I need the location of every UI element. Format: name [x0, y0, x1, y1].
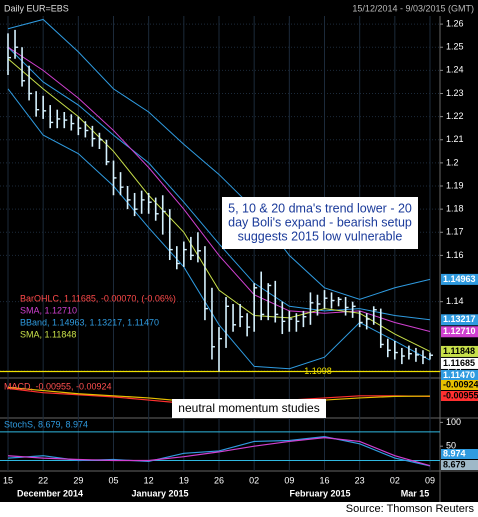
- panel-title: StochS, 8.679, 8.974: [4, 419, 88, 429]
- y-tick-label: 1.23: [446, 88, 464, 98]
- annotation-text: 5, 10 & 20 dma's trend lower - 20: [228, 201, 412, 215]
- price-label: 1.12710: [443, 326, 476, 336]
- y-tick-label: 1.24: [446, 65, 464, 75]
- price-label-box: [441, 357, 478, 369]
- value-label-box: [441, 460, 478, 470]
- x-tick-label: 02: [249, 475, 259, 485]
- y-tick-label: 1.26: [446, 18, 464, 28]
- y-tick-label: 1.17: [446, 227, 464, 237]
- stoch-line: [7, 436, 431, 467]
- value-label-box: [441, 380, 478, 390]
- bollinger-band: [7, 46, 431, 321]
- support-label: 1.1098: [304, 366, 332, 376]
- y-tick-label: 1.21: [446, 134, 464, 144]
- price-label-box: [441, 273, 478, 285]
- value-label: -0.00924: [443, 379, 478, 389]
- annotation-text: day Boli's expand - bearish setup: [228, 215, 412, 229]
- value-label-box: [441, 449, 478, 459]
- price-label-box: [441, 345, 478, 357]
- panel-title: MACD, -0.00955, -0.00924: [4, 381, 112, 391]
- legend-entry: BarOHLC, 1.11685, -0.00070, (-0.06%): [20, 293, 176, 303]
- x-tick-label: 05: [108, 475, 118, 485]
- value-label-box: [441, 391, 478, 401]
- month-label: December 2014: [17, 488, 83, 498]
- y-tick-label: 1.19: [446, 180, 464, 190]
- y-tick-label: 1.16: [446, 250, 464, 260]
- price-label: 1.11685: [443, 358, 475, 368]
- annotation-box: [172, 399, 326, 418]
- date-range: 15/12/2014 - 9/03/2015 (GMT): [352, 3, 474, 13]
- x-tick-label: 16: [319, 475, 329, 485]
- annotation-box: [222, 197, 418, 249]
- legend-entry: SMA, 1.12710: [20, 305, 77, 315]
- price-label-box: [441, 314, 478, 326]
- x-tick-label: 15: [3, 475, 13, 485]
- price-label: 1.11470: [443, 370, 475, 380]
- price-label-box: [441, 369, 478, 381]
- x-tick-label: 09: [425, 475, 435, 485]
- legend-entry: BBand, 1.14963, 1.13217, 1.11470: [20, 317, 159, 327]
- y-tick-label: 100: [446, 417, 461, 427]
- y-tick-label: 1.22: [446, 111, 464, 121]
- x-tick-label: 26: [214, 475, 224, 485]
- price-label: 1.13217: [443, 314, 476, 324]
- x-tick-label: 19: [179, 475, 189, 485]
- chart-title: Daily EUR=EBS: [4, 3, 69, 13]
- source: Source: Thomson Reuters: [346, 503, 475, 515]
- y-tick-label: 1.18: [446, 204, 464, 214]
- y-tick-label: 50: [446, 441, 456, 451]
- price-label: 1.14963: [443, 274, 476, 284]
- annotation-text: suggests 2015 low vulnerable: [238, 229, 403, 243]
- annotation-text: neutral momentum studies: [178, 401, 319, 415]
- legend-entry: SMA, 1.11848: [20, 329, 76, 339]
- x-tick-label: 22: [38, 475, 48, 485]
- y-tick-label: 1.2: [446, 157, 459, 167]
- x-tick-label: 29: [73, 475, 83, 485]
- stoch-line: [7, 437, 431, 467]
- x-tick-label: 12: [144, 475, 154, 485]
- value-label: 8.974: [443, 448, 466, 458]
- value-label: 8.679: [443, 459, 466, 469]
- month-label: Mar 15: [401, 488, 430, 498]
- bollinger-band: [7, 18, 431, 300]
- x-tick-label: 02: [390, 475, 400, 485]
- y-tick-label: 1.25: [446, 42, 464, 52]
- price-label: 1.11848: [443, 346, 475, 356]
- price-label-box: [441, 326, 478, 338]
- x-tick-label: 09: [284, 475, 294, 485]
- x-tick-label: 23: [355, 475, 365, 485]
- month-label: January 2015: [131, 488, 188, 498]
- value-label: -0.00955: [443, 390, 478, 400]
- month-label: February 2015: [289, 488, 350, 498]
- y-tick-label: 1.14: [446, 296, 464, 306]
